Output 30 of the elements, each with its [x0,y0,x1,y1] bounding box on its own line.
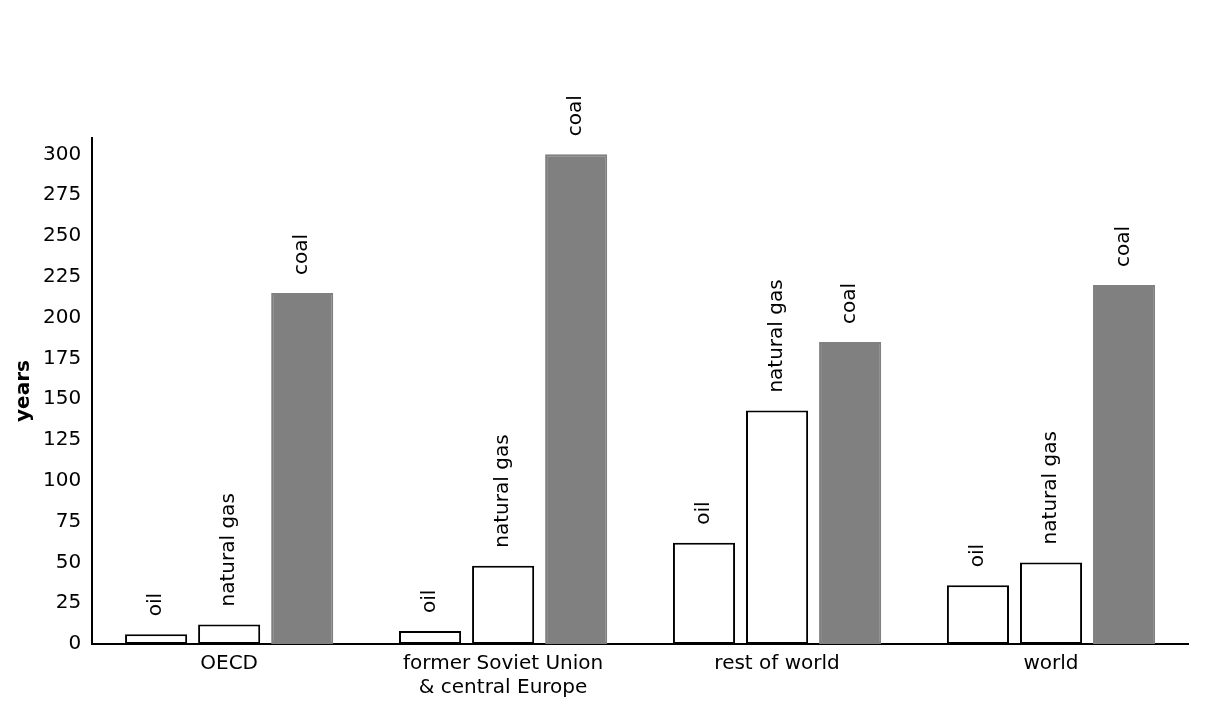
y-tick-label: 50 [55,548,82,573]
y-axis-title: years [10,360,35,422]
text: coal [288,234,313,276]
text: coal [836,282,861,325]
y-tick-label: 200 [42,303,82,328]
y-tick-label: 275 [42,181,82,206]
text: oil [416,589,441,613]
y-tick-label: 75 [55,507,82,532]
x-tick-label: former Soviet Union & central Europe [403,650,604,699]
x-tick-label: rest of world [714,650,840,675]
text: oil [142,592,167,617]
text: coal [1110,225,1135,267]
x-tick-label: OECD [200,650,259,675]
text: coal [562,95,587,137]
y-tick-label: 300 [42,140,82,165]
y-tick-label: 25 [55,589,82,614]
y-tick-label: 225 [42,262,82,287]
text: natural gas [489,434,514,548]
text: natural gas [1037,431,1062,545]
text: natural gas [763,279,788,393]
x-tick-label: world [1023,650,1079,675]
y-tick-label: 125 [42,426,82,451]
y-tick-label: 250 [42,222,82,247]
y-tick-label: 0 [68,630,82,655]
y-tick-label: 100 [42,466,82,491]
y-tick-label: 150 [42,385,82,410]
y-tick-label: 175 [42,344,82,369]
text: oil [690,501,715,525]
text: natural gas [215,493,240,607]
text: oil [964,543,989,568]
